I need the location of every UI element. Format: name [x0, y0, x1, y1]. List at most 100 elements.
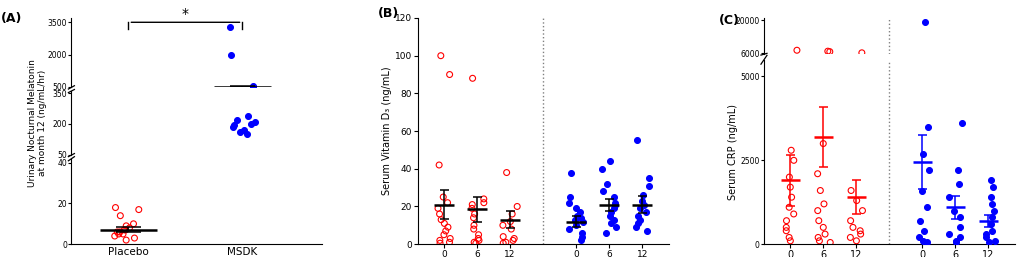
Point [942, 57, 958, 61]
Point [814, 58, 830, 62]
Point [118, 161, 135, 165]
Point [466, 240, 482, 244]
Point [111, 230, 127, 234]
Point [848, 198, 864, 203]
Point [221, 24, 237, 29]
Point [561, 170, 578, 175]
Point [638, 229, 654, 233]
Point [502, 227, 519, 231]
Point [110, 232, 126, 236]
Point [848, 239, 864, 243]
Point [605, 195, 622, 199]
Point [238, 132, 255, 136]
Point [628, 139, 644, 143]
Point [465, 216, 481, 220]
Point [106, 162, 122, 166]
Point [843, 62, 859, 66]
Point [854, 209, 870, 213]
Point [594, 167, 610, 171]
Point [607, 225, 624, 229]
Point [117, 95, 133, 99]
Point [914, 152, 930, 156]
Point [788, 48, 804, 52]
Point [441, 240, 458, 244]
Point [777, 229, 794, 233]
Point [226, 123, 243, 127]
Point [111, 162, 127, 166]
Point [475, 201, 491, 205]
Point [470, 233, 486, 237]
Point [110, 95, 126, 99]
Point [913, 64, 929, 68]
Point [940, 63, 956, 67]
Point [632, 206, 648, 210]
Point [226, 91, 243, 95]
Point [951, 182, 967, 186]
Point [852, 232, 868, 236]
Point [125, 161, 142, 165]
Point [567, 223, 583, 227]
Point [429, 206, 445, 210]
Point [126, 236, 143, 240]
Point [245, 84, 261, 88]
Point [632, 218, 648, 222]
Point [118, 95, 135, 99]
Point [843, 65, 859, 69]
Point [572, 216, 588, 220]
Point [597, 231, 613, 235]
Point [914, 229, 930, 233]
Point [777, 62, 794, 66]
Point [982, 195, 999, 199]
Point [951, 215, 967, 219]
Text: *: * [181, 7, 189, 21]
Point [568, 206, 584, 210]
Point [976, 235, 993, 240]
Point [976, 64, 993, 68]
Point [781, 62, 797, 67]
Point [809, 209, 825, 213]
Point [817, 63, 834, 67]
Point [787, 59, 803, 63]
Point [605, 206, 622, 210]
Point [821, 50, 838, 54]
Point [810, 239, 826, 243]
Point [977, 62, 994, 66]
Point [115, 162, 131, 166]
Point [235, 92, 252, 96]
Point [853, 63, 869, 68]
Point [986, 239, 1003, 243]
Point [819, 60, 836, 64]
Point [598, 182, 614, 186]
Point [441, 72, 458, 77]
Point [982, 202, 999, 206]
Point [777, 225, 794, 230]
Point [949, 64, 965, 68]
Point [605, 218, 622, 222]
Point [125, 95, 142, 99]
Point [949, 64, 965, 68]
Point [918, 240, 934, 244]
Point [984, 185, 1001, 189]
Point [432, 218, 448, 222]
Point [245, 85, 261, 89]
Point [811, 188, 827, 192]
Point [854, 64, 870, 68]
Point [466, 212, 482, 216]
Point [950, 65, 966, 69]
Point [494, 235, 511, 239]
Point [982, 64, 999, 68]
Point [504, 238, 521, 242]
Point [820, 64, 837, 68]
Point [911, 65, 927, 69]
Point [776, 59, 793, 63]
Point [780, 60, 796, 65]
Point [441, 236, 458, 241]
Point [107, 206, 123, 210]
Point [111, 95, 127, 99]
Point [985, 63, 1002, 67]
Point [776, 64, 793, 68]
Point [855, 65, 871, 69]
Point [561, 195, 578, 199]
Point [224, 91, 240, 96]
Point [949, 168, 965, 172]
